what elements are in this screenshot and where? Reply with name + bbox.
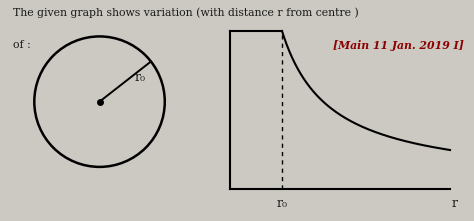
Text: r₀: r₀ bbox=[134, 71, 146, 84]
Text: r₀: r₀ bbox=[276, 197, 288, 210]
Text: [Main 11 Jan. 2019 I]: [Main 11 Jan. 2019 I] bbox=[333, 40, 464, 51]
Text: r: r bbox=[452, 197, 458, 210]
Text: The given graph shows variation (with distance r from centre ): The given graph shows variation (with di… bbox=[13, 7, 359, 17]
Text: of :: of : bbox=[13, 40, 31, 50]
